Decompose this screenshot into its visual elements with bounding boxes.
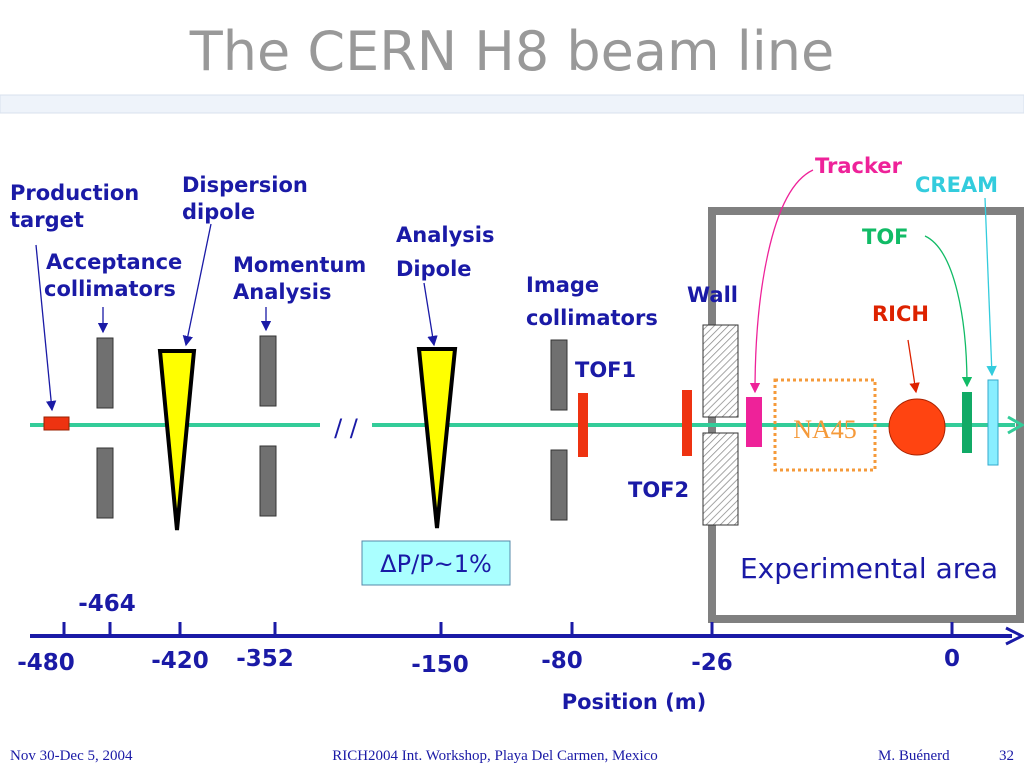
label: Image <box>526 273 599 297</box>
label: Analysis <box>396 223 494 247</box>
footer-author: M. Buénerd <box>878 748 950 764</box>
analysis-dipole <box>416 347 458 529</box>
axis-label: -150 <box>411 652 469 678</box>
tracker-bar <box>746 397 762 447</box>
label: TOF <box>862 225 909 249</box>
label: RICH <box>872 302 929 326</box>
label: collimators <box>526 306 658 330</box>
na45-box <box>773 378 877 472</box>
collimators <box>96 335 568 521</box>
label: Dispersion <box>182 173 308 197</box>
label: Analysis <box>233 280 331 304</box>
axis-label: -80 <box>541 648 583 674</box>
label: Production <box>10 181 139 205</box>
axis-label: -352 <box>236 646 294 672</box>
axis-label: -26 <box>691 650 733 676</box>
label: Wall <box>687 283 738 307</box>
label: Tracker <box>815 154 903 178</box>
axis-label: -420 <box>151 648 209 674</box>
rich-detector <box>888 398 946 456</box>
tof1-bar <box>578 393 588 457</box>
beam-arrow <box>1007 415 1024 435</box>
footer-event: RICH2004 Int. Workshop, Playa Del Carmen… <box>332 748 658 764</box>
label: TOF2 <box>628 478 689 502</box>
production-target <box>43 416 70 431</box>
slide-title: The CERN H8 beam line <box>189 20 834 83</box>
axis-label: -480 <box>17 650 75 676</box>
label: dipole <box>182 200 255 224</box>
momentum-spread: ΔP/P~1% <box>380 550 492 578</box>
axis-label: -464 <box>78 591 136 617</box>
experimental-area-label: Experimental area <box>740 552 998 585</box>
pointer-arrows <box>35 169 997 412</box>
label: CREAM <box>915 173 998 197</box>
label: Dipole <box>396 257 472 281</box>
label: Momentum <box>233 253 366 277</box>
label: TOF1 <box>575 358 636 382</box>
footer-page: 32 <box>999 748 1014 764</box>
tof2-bar <box>682 390 692 456</box>
wall-block <box>702 324 739 418</box>
dispersion-dipole <box>157 349 197 531</box>
wall-block <box>702 432 739 526</box>
title-band <box>0 94 1024 114</box>
tof-bar <box>962 392 972 453</box>
label: collimators <box>44 277 176 301</box>
footer-date: Nov 30-Dec 5, 2004 <box>10 748 133 764</box>
label: Acceptance <box>46 250 182 274</box>
axis-arrow <box>1005 626 1024 646</box>
axis-label: 0 <box>944 646 960 672</box>
momentum-spread-box <box>361 540 511 586</box>
break-mark: / / <box>334 414 359 442</box>
axis-title: Position (m) <box>562 690 707 714</box>
na45-label: NA45 <box>793 415 857 444</box>
label: target <box>10 208 84 232</box>
cream-bar <box>987 379 999 466</box>
axis-ticks <box>62 622 954 636</box>
